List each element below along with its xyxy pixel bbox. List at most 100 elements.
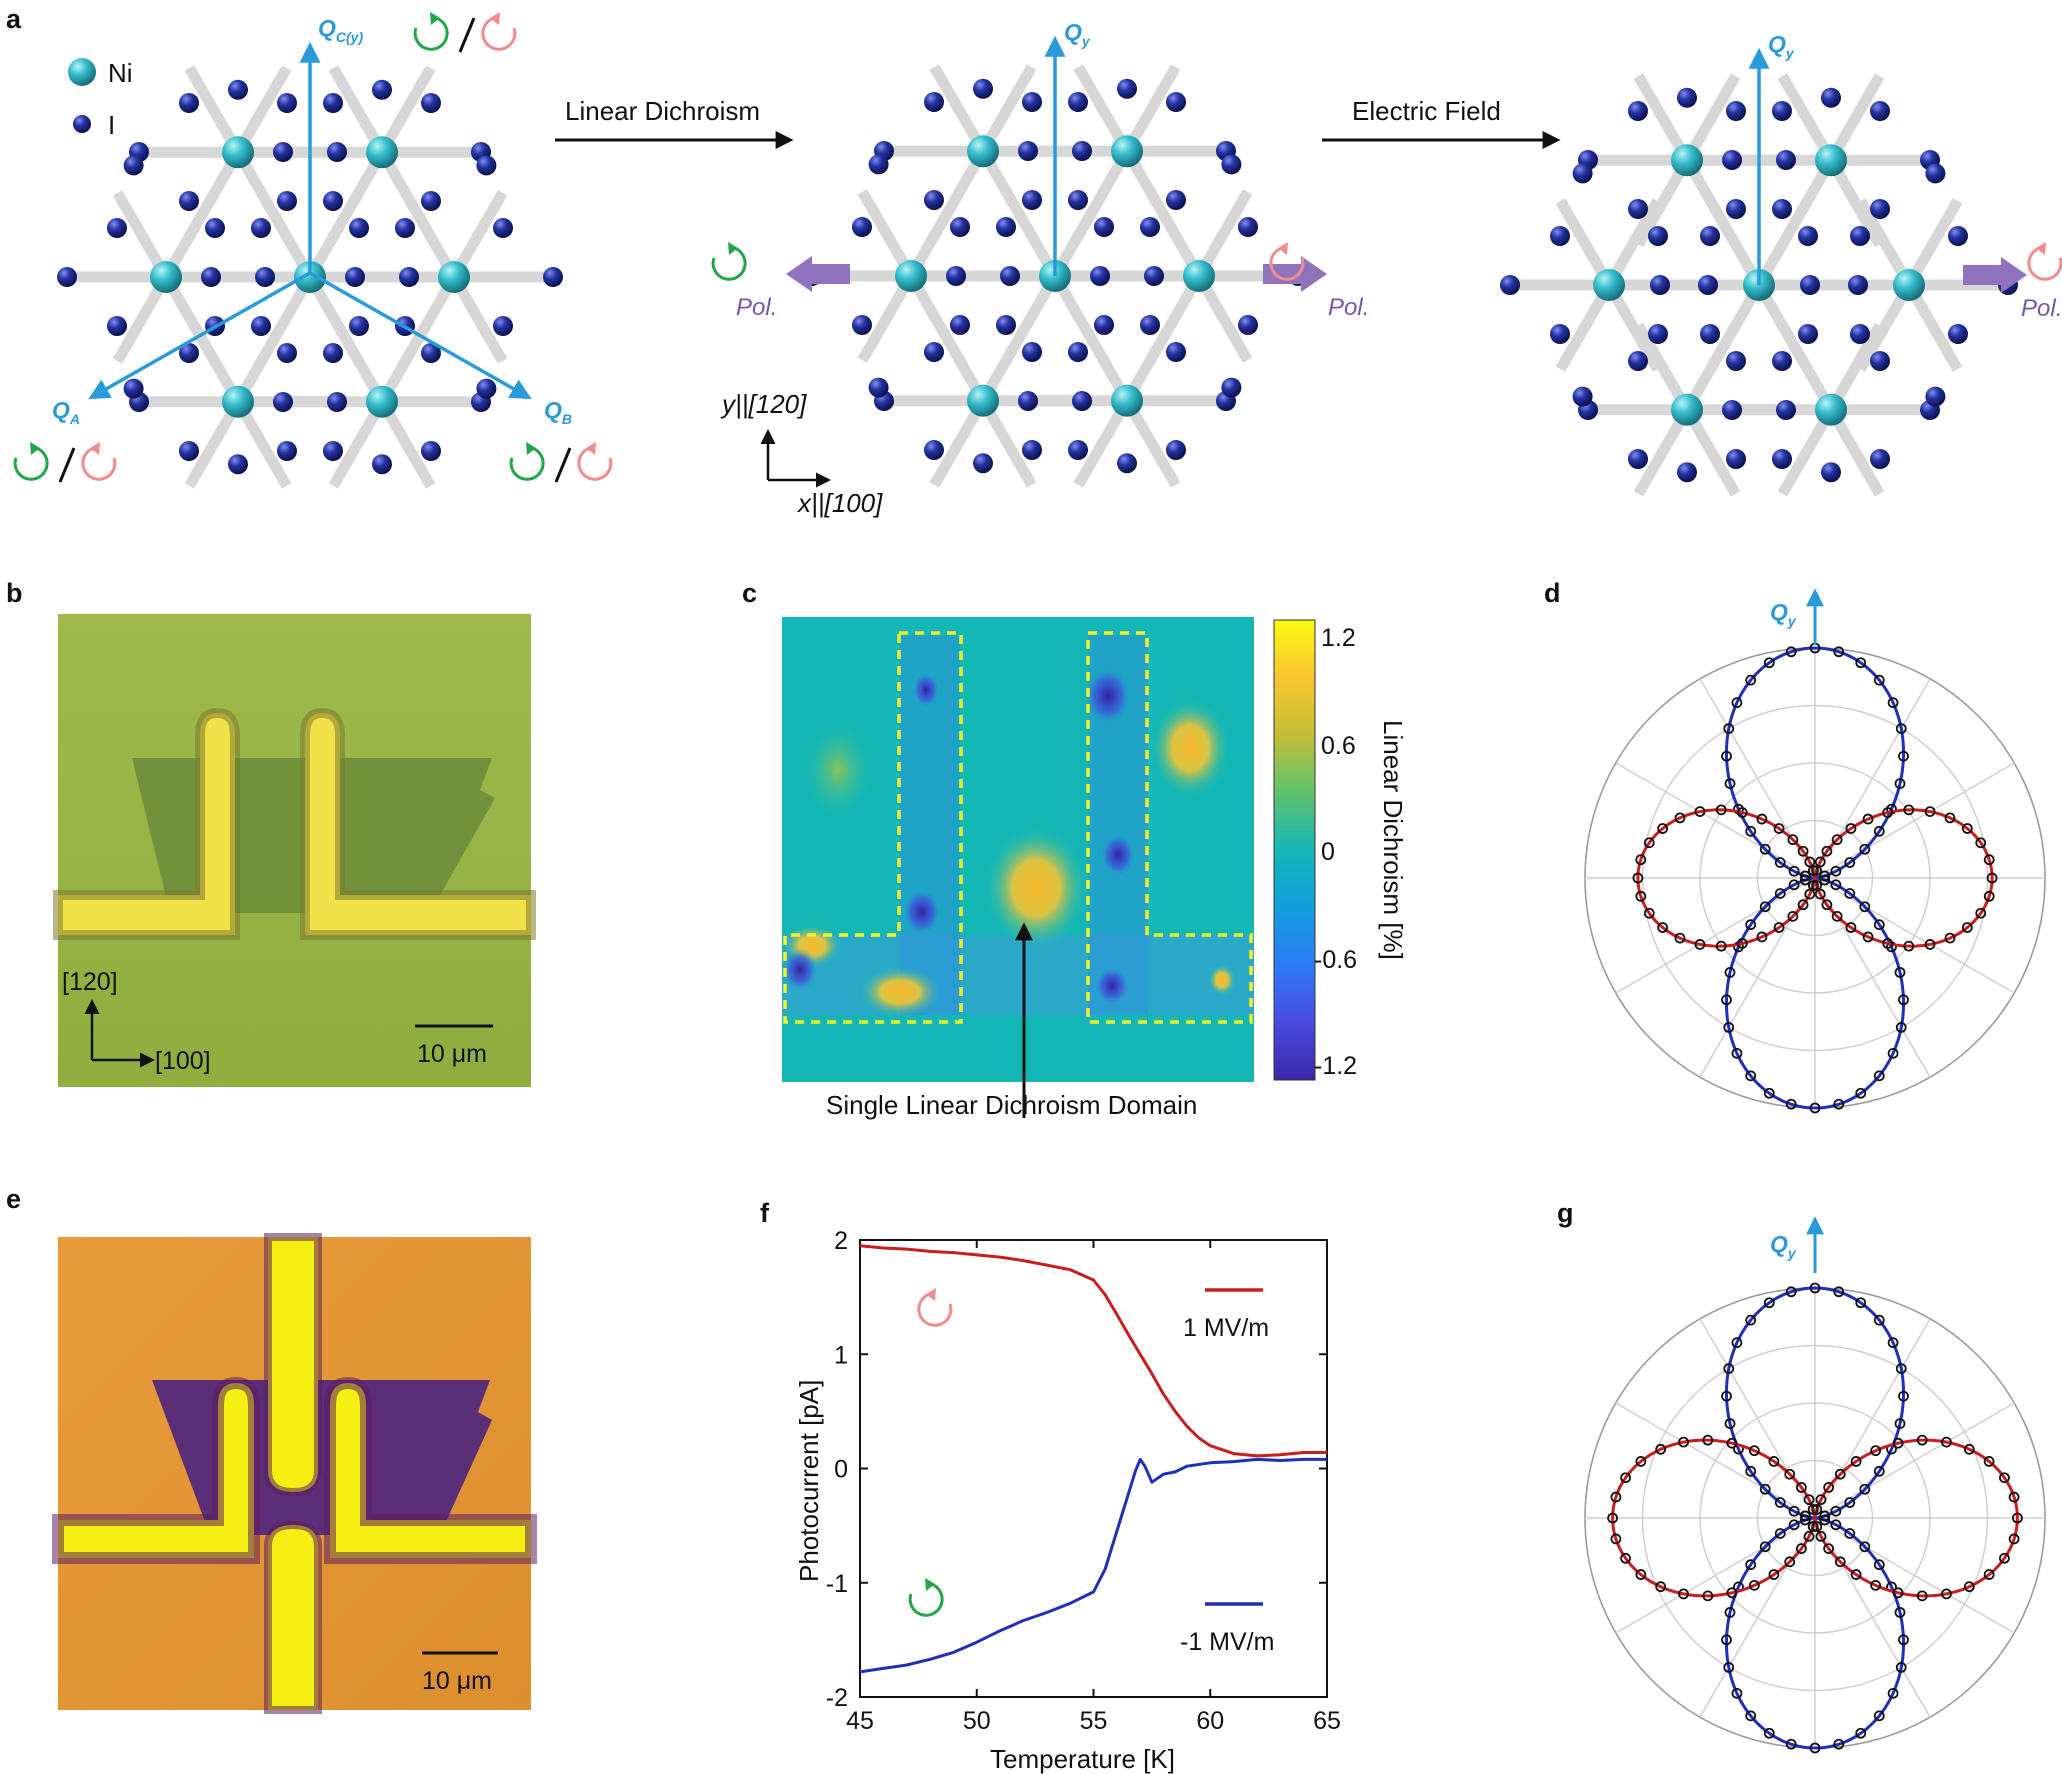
polar-data-point <box>1811 1504 1823 1515</box>
iodine-atom <box>1094 217 1114 237</box>
polar-data-point <box>1834 1556 1846 1568</box>
polar-data-point <box>1723 723 1735 735</box>
polar-data-point <box>1983 854 1995 866</box>
iodine-atom <box>996 315 1016 335</box>
iodine-atom <box>251 218 271 238</box>
bond <box>1122 397 1181 488</box>
iodine-atom <box>228 454 248 475</box>
q-y-label-3: Qy <box>1768 31 1795 61</box>
polar-data-point <box>1721 994 1732 1006</box>
polar-data-point <box>1745 825 1757 837</box>
bond <box>1122 313 1181 404</box>
polar-data-point <box>1745 1710 1757 1722</box>
iodine-atom <box>1238 217 1258 237</box>
nickel-atom <box>1893 269 1925 301</box>
polar-data-point <box>1809 1102 1821 1114</box>
polar-data-point <box>1785 646 1797 658</box>
gate-top-e <box>264 1233 322 1497</box>
polar-data-point <box>1975 837 1987 849</box>
polar-data-point <box>1748 1445 1760 1457</box>
colorbar-tick-5: -1.2 <box>1314 1052 1357 1080</box>
bond <box>377 398 436 489</box>
polar-data-point <box>1963 1443 1975 1455</box>
iodine-atom <box>1821 87 1841 108</box>
polar-data-point <box>1870 1579 1882 1591</box>
circular-arrow-pink-icon <box>917 1292 953 1327</box>
slash-icon <box>58 447 76 483</box>
iodine-atom <box>1870 101 1890 121</box>
nickel-atom <box>967 384 999 417</box>
bond <box>978 313 1037 404</box>
bond <box>978 397 1037 488</box>
polar-data-point <box>1674 932 1686 944</box>
iodine-atom <box>1772 101 1792 121</box>
iodine-atom <box>1572 386 1593 407</box>
polar-data-point <box>1898 1634 1909 1646</box>
polar-data-point <box>1894 966 1906 978</box>
polar-data-point <box>1821 899 1833 911</box>
ld-blob-dark-2 <box>902 888 942 936</box>
polar-data-point <box>1803 1530 1815 1542</box>
iodine-atom <box>1722 150 1742 170</box>
polar-data-point <box>1963 1581 1975 1593</box>
polar-data-point <box>1873 919 1885 931</box>
iodine-atom <box>1677 462 1697 483</box>
iodine-atom <box>201 267 221 287</box>
bond <box>1073 397 1132 488</box>
bond <box>233 314 292 405</box>
iodine-atom <box>323 191 343 211</box>
iodine-atom <box>973 78 993 99</box>
polar-data-point <box>1635 1456 1647 1467</box>
slash-icon <box>458 17 476 53</box>
iodine-atom <box>1238 315 1258 335</box>
polar-data-point <box>1784 1556 1796 1568</box>
chart-f-xlabel: Temperature [K] <box>990 1744 1175 1774</box>
nickel-atom <box>366 136 398 169</box>
bond <box>1555 282 1614 372</box>
iodine-atom <box>1821 462 1841 483</box>
polar-data-point <box>1731 1687 1743 1699</box>
polar-data-point <box>1895 1021 1907 1033</box>
iodine-atom <box>107 218 127 238</box>
iodine-atom <box>179 441 199 461</box>
iodine-atom <box>1850 226 1870 246</box>
polar-data-point <box>1850 1456 1862 1467</box>
iodine-atom <box>868 154 889 175</box>
iodine-atom <box>277 191 297 211</box>
iodine-atom <box>1628 101 1648 121</box>
circular-arrow-pink-head-icon <box>586 442 596 455</box>
q-y-label-2: Qy <box>1064 19 1091 49</box>
bond <box>449 274 508 364</box>
nickel-atom <box>1815 393 1847 426</box>
circular-arrow-pink-head-icon <box>490 12 500 25</box>
polar-data-point <box>1759 843 1771 855</box>
iodine-atom <box>1117 78 1137 99</box>
circular-arrow-pink-head-icon <box>926 1288 936 1301</box>
polar-data-point <box>1721 1634 1732 1646</box>
circular-arrow-pink-icon <box>577 446 613 481</box>
iodine-atom <box>1072 141 1092 161</box>
bond <box>112 274 171 364</box>
iodine-atom <box>1140 315 1160 335</box>
polar-data-point <box>1721 750 1732 762</box>
polar-data-point <box>1882 807 1894 818</box>
pol-label-left: Pol. <box>736 294 777 321</box>
bond <box>184 314 243 405</box>
circular-arrow-pink-icon <box>481 16 517 51</box>
iodine-atom <box>372 79 392 100</box>
polar-data-point <box>1814 856 1826 868</box>
polar-data-point <box>1785 1738 1797 1750</box>
iodine-atom <box>1677 87 1697 108</box>
iodine-atom <box>277 441 297 461</box>
polar-data-point <box>1736 938 1748 949</box>
polar-spoke <box>1699 1318 1816 1519</box>
panel-c-ld-map: Single Linear Dichroism Domain 1.2 0.6 0… <box>782 617 1408 1120</box>
iodine-atom <box>1772 351 1792 371</box>
polar-curve <box>1611 1438 2019 1598</box>
polar-data-point <box>1873 1070 1885 1082</box>
polar-data-point <box>1723 1661 1735 1673</box>
q-a-arrow <box>88 271 311 400</box>
iodine-atom <box>973 453 993 474</box>
polar-data-point <box>1834 1468 1846 1480</box>
